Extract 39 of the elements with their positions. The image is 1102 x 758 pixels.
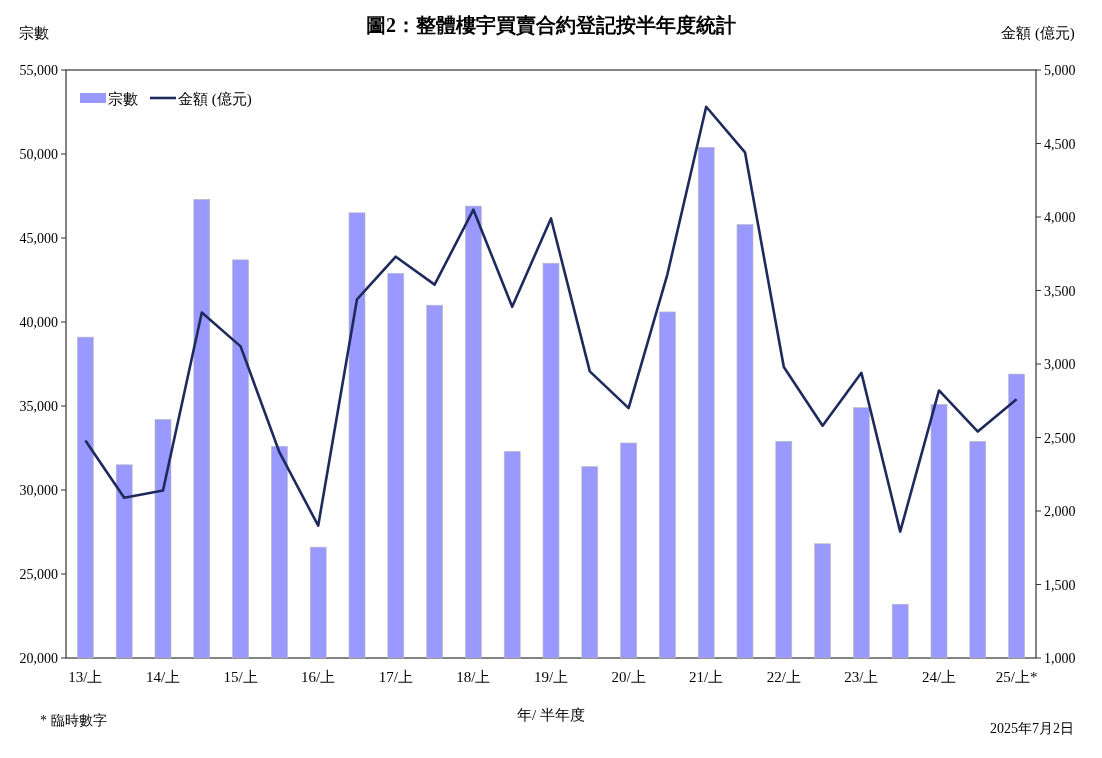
x-tick-label: 20/上 [611,669,646,685]
y2-tick-label: 2,000 [1044,504,1076,519]
x-tick-label: 14/上 [145,669,181,685]
y-tick-label: 40,000 [19,315,58,330]
chart-title: 圖2：整體樓宇買賣合約登記按半年度統計 [366,14,736,36]
y-tick-label: 35,000 [19,399,58,414]
y2-tick-label: 4,500 [1044,136,1076,152]
x-tick-label: 22/上 [766,669,801,685]
text: * 臨時數字 [40,713,107,728]
x-tick-label: 15/上 [223,669,258,685]
y-axis-title: 宗數 [19,25,49,41]
x-tick-label: 23/上 [844,669,879,685]
x-tick-label: 17/上 [378,669,413,685]
y-tick-label: 20,000 [19,651,58,666]
text: 2025年7月2日 [990,721,1074,736]
y2-tick-label: 4,000 [1044,210,1076,225]
legend-label: 宗數 [108,91,138,107]
y-tick-label: 55,000 [19,63,58,78]
x-tick-label: 19/上 [533,669,569,685]
y-tick-label: 50,000 [19,147,58,162]
y2-tick-label: 1,000 [1044,651,1076,666]
x-tick-label: 21/上 [689,669,724,685]
legend-label: 金額 (億元) [178,91,252,108]
y-tick-label: 30,000 [19,483,58,498]
y2-tick-label: 5,000 [1044,63,1076,78]
y2-tick-label: 1,500 [1044,577,1076,593]
x-tick-label: 18/上 [456,669,491,685]
y2-tick-label: 3,000 [1044,357,1076,372]
x-tick-label: 13/上 [68,669,103,685]
y-tick-label: 25,000 [19,567,58,582]
x-axis-title: 年/ 半年度 [517,707,585,723]
y2-axis-title: 金額 (億元) [1001,25,1075,42]
line-series [84,105,1018,533]
x-tick-label: 25/上* [995,669,1038,685]
y-tick-label: 45,000 [19,231,58,246]
x-tick-label: 16/上 [301,669,336,685]
y2-tick-label: 3,500 [1044,283,1076,299]
y2-tick-label: 2,500 [1044,430,1076,446]
x-tick-label: 24/上 [921,669,957,685]
